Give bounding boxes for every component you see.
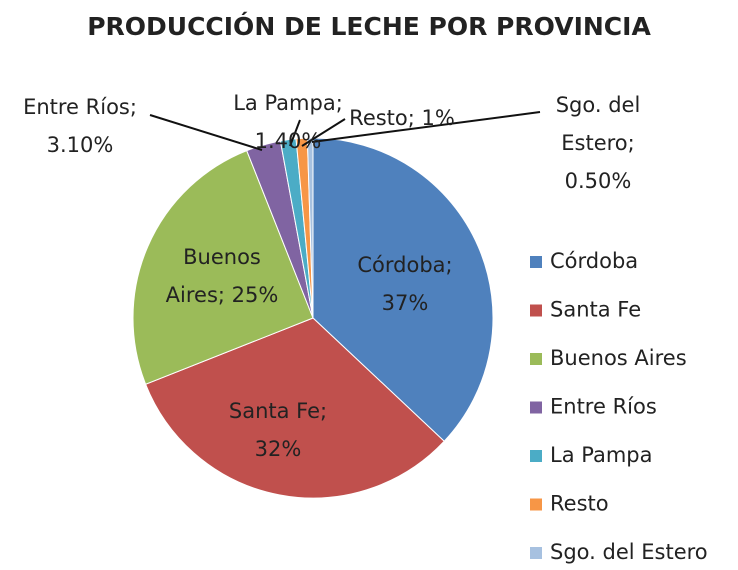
legend-label: La Pampa (550, 443, 653, 467)
data-label: Córdoba; 37% (357, 253, 452, 315)
legend-label: Entre Ríos (550, 395, 657, 419)
data-label: La Pampa; 1.40% (233, 91, 343, 153)
legend-swatch (530, 401, 542, 414)
legend-swatch (530, 547, 542, 559)
data-label: Santa Fe; 32% (229, 399, 327, 461)
legend-label: Buenos Aires (550, 346, 687, 370)
data-label: Resto; 1% (349, 106, 455, 130)
data-label: Entre Ríos; 3.10% (23, 95, 137, 157)
legend-label: Córdoba (550, 249, 638, 273)
legend-swatch (530, 498, 542, 511)
pie-slice (144, 317, 445, 499)
pie-slice (132, 149, 314, 385)
legend-label: Santa Fe (550, 298, 641, 322)
legend-swatch (530, 304, 542, 317)
leader-line (311, 111, 541, 143)
data-label: Sgo. del Estero; 0.50% (556, 93, 641, 193)
legend-swatch (530, 353, 542, 365)
legend-swatch (530, 450, 542, 462)
chart-title: PRODUCCIÓN DE LECHE POR PROVINCIA (87, 11, 651, 41)
legend-label: Resto (550, 492, 609, 516)
legend-swatch (530, 256, 542, 268)
leader-line (289, 119, 301, 147)
leader-line (149, 114, 263, 151)
legend-label: Sgo. del Estero (550, 540, 708, 564)
pie-slice (312, 137, 494, 442)
data-label: Buenos Aires; 25% (166, 245, 279, 307)
leader-line (301, 118, 346, 147)
